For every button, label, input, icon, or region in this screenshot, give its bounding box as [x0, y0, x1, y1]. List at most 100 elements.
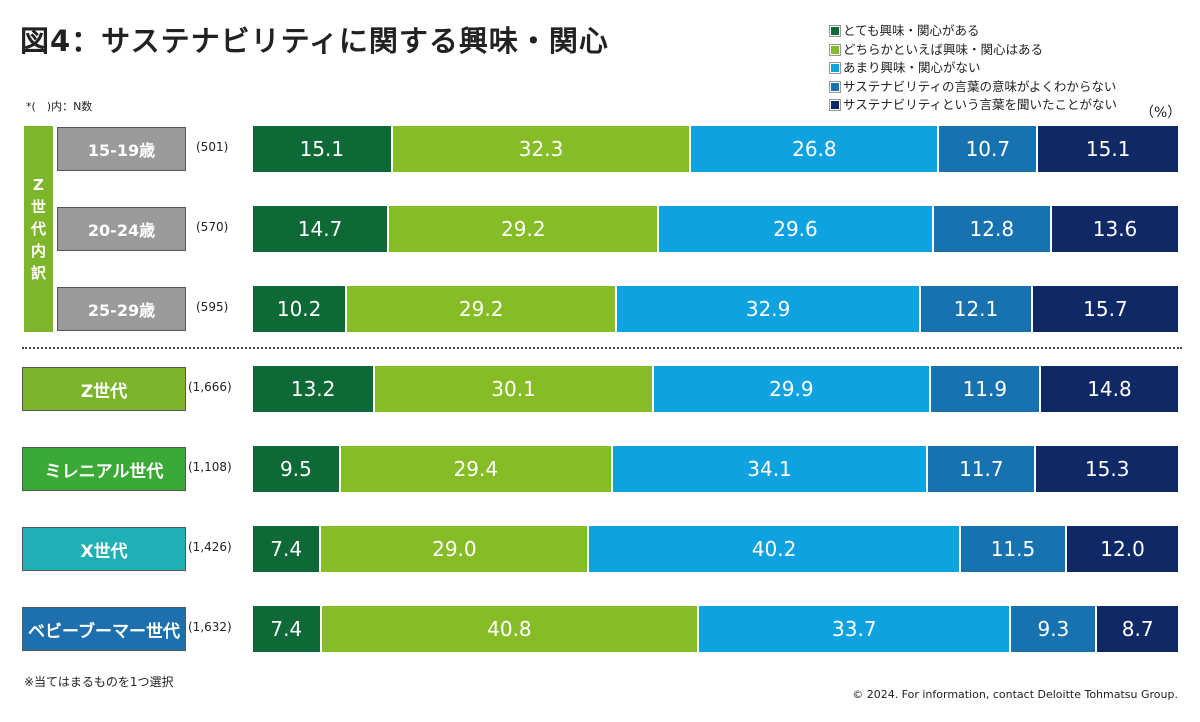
group-label-char: 世 — [30, 198, 46, 216]
category-label: 15-19歳 — [57, 127, 186, 171]
data-label: 7.4 — [270, 537, 303, 561]
data-label: 40.8 — [487, 617, 532, 641]
bar-segment: 11.9 — [930, 366, 1041, 412]
data-label: 29.2 — [458, 297, 504, 321]
data-label: 13.2 — [290, 377, 336, 401]
data-label: 15.1 — [1085, 137, 1131, 161]
data-label: 29.2 — [501, 217, 546, 241]
category-label: 25-29歳 — [57, 287, 186, 331]
bar-segment: 15.7 — [1032, 286, 1178, 332]
legend-swatch — [829, 99, 841, 112]
bar-segment: 9.3 — [1011, 606, 1098, 652]
bar-segment: 7.4 — [253, 606, 322, 652]
bar-segment: 14.8 — [1040, 366, 1178, 412]
bar-segment: 8.7 — [1097, 606, 1178, 652]
sample-size-label: (1,632) — [188, 620, 232, 634]
sample-size-label: (501) — [196, 140, 229, 154]
legend-label: サステナビリティの言葉の意味がよくわからない — [843, 78, 1117, 94]
data-label: 8.7 — [1121, 617, 1154, 641]
data-label: 14.7 — [297, 217, 343, 241]
data-label: 29.9 — [769, 377, 814, 401]
data-label: 15.3 — [1084, 457, 1130, 481]
gen-z-breakdown-label: Z 世 代 内 訳 — [24, 126, 53, 332]
data-label: 30.1 — [491, 377, 536, 401]
group-label-char: 訳 — [30, 264, 46, 282]
sample-size-label: (1,108) — [188, 460, 232, 474]
data-label: 33.7 — [832, 617, 877, 641]
data-label: 11.7 — [959, 457, 1004, 481]
bar-segment: 40.2 — [589, 526, 961, 572]
group-label-char: 内 — [30, 242, 46, 260]
bar-segment: 11.7 — [928, 446, 1037, 492]
bar-segment: 40.8 — [321, 606, 700, 652]
legend-swatch — [829, 80, 841, 93]
bar-segment: 7.4 — [253, 526, 322, 572]
bar-segment: 10.7 — [939, 126, 1039, 172]
bar-segment: 26.8 — [691, 126, 940, 172]
copyright: © 2024. For information, contact Deloitt… — [852, 688, 1178, 701]
group-label-char: 代 — [30, 220, 46, 238]
legend-swatch — [829, 43, 841, 56]
data-label: 10.7 — [965, 137, 1011, 161]
n-note: *( )内：N数 — [26, 100, 93, 113]
data-label: 13.6 — [1092, 217, 1138, 241]
chart-title: 図4：サステナビリティに関する興味・関心 — [20, 24, 609, 58]
bar-segment: 29.6 — [659, 206, 934, 252]
sample-size-label: (1,666) — [188, 380, 232, 394]
legend-swatch — [829, 25, 841, 38]
data-label: 7.4 — [270, 617, 303, 641]
footnote: ※当てはまるものを1つ選択 — [24, 675, 174, 689]
bar-segment: 11.5 — [960, 526, 1068, 572]
bar-segment: 14.7 — [253, 206, 390, 252]
bar-segment: 15.3 — [1036, 446, 1178, 492]
legend-item: サステナビリティという言葉を聞いたことがない — [829, 96, 1118, 115]
data-label: 15.1 — [299, 137, 345, 161]
category-label: ミレニアル世代 — [22, 447, 186, 491]
bar-segment: 29.9 — [653, 366, 931, 412]
data-label: 14.8 — [1087, 377, 1132, 401]
data-label: 12.1 — [953, 297, 999, 321]
legend-item: あまり興味・関心がない — [829, 59, 1117, 78]
bar-segment: 12.1 — [921, 286, 1033, 332]
legend-label: どちらかといえば興味・関心はある — [843, 41, 1044, 57]
bar-segment: 29.0 — [321, 526, 590, 572]
bar-segment: 33.7 — [699, 606, 1012, 652]
data-label: 10.2 — [276, 297, 322, 321]
sample-size-label: (595) — [196, 300, 229, 314]
legend: とても興味・関心があるどちらかといえば興味・関心はある あまり興味・関心がないサス… — [829, 22, 1118, 115]
legend-label: とても興味・関心がある — [843, 23, 980, 38]
bar-segment: 29.2 — [347, 286, 618, 332]
bar-segment: 9.5 — [253, 446, 341, 492]
legend-item: とても興味・関心がある — [829, 22, 1117, 41]
bar-segment: 29.2 — [389, 206, 660, 252]
bar-segment: 13.2 — [253, 366, 376, 412]
data-label: 40.2 — [751, 537, 797, 561]
data-label: 15.7 — [1083, 297, 1128, 321]
legend-item: サステナビリティの言葉の意味がよくわからない — [829, 78, 1117, 97]
divider — [22, 347, 1182, 349]
bar-segment: 32.9 — [617, 286, 922, 332]
data-label: 32.3 — [518, 137, 564, 161]
legend-item: どちらかといえば興味・関心はある — [829, 41, 1117, 60]
legend-swatch — [829, 62, 841, 75]
data-label: 34.1 — [747, 457, 792, 481]
category-label: Z世代 — [22, 367, 186, 411]
data-label: 26.8 — [792, 137, 837, 161]
data-label: 9.3 — [1037, 617, 1070, 641]
bar-segment: 34.1 — [612, 446, 929, 492]
legend-label: サステナビリティという言葉を聞いたことがない — [843, 97, 1118, 112]
bar-segment: 30.1 — [375, 366, 654, 412]
bar-segment: 29.4 — [340, 446, 613, 492]
data-label: 11.5 — [990, 537, 1036, 561]
group-label-char: Z — [33, 176, 44, 194]
bar-segment: 15.1 — [253, 126, 393, 172]
bar-segment: 12.0 — [1067, 526, 1178, 572]
legend-label: あまり興味・関心がない — [843, 60, 981, 75]
bar-segment: 13.6 — [1052, 206, 1178, 252]
bar-segment: 12.8 — [933, 206, 1053, 252]
data-label: 29.0 — [432, 537, 477, 561]
data-label: 9.5 — [280, 457, 312, 481]
unit-label: （%） — [1140, 105, 1182, 121]
data-label: 29.6 — [773, 217, 818, 241]
